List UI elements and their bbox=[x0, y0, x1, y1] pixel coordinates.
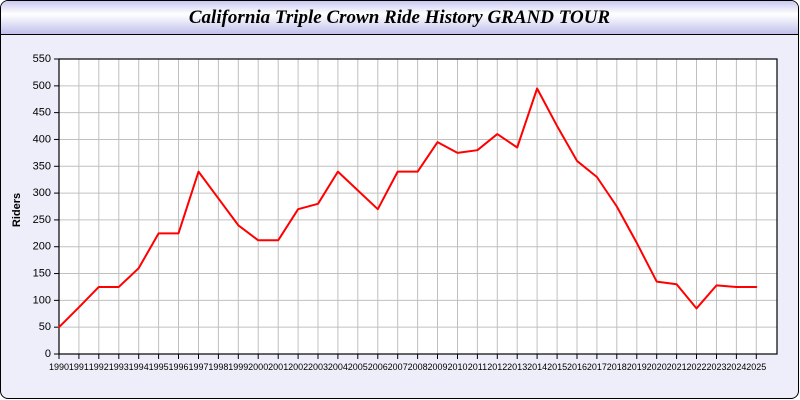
svg-text:2016: 2016 bbox=[567, 362, 587, 372]
svg-text:1997: 1997 bbox=[188, 362, 208, 372]
svg-text:2024: 2024 bbox=[726, 362, 746, 372]
svg-text:2012: 2012 bbox=[487, 362, 507, 372]
svg-text:200: 200 bbox=[33, 241, 51, 253]
svg-text:550: 550 bbox=[33, 53, 51, 65]
svg-text:1991: 1991 bbox=[69, 362, 89, 372]
svg-text:250: 250 bbox=[33, 214, 51, 226]
svg-text:400: 400 bbox=[33, 134, 51, 146]
svg-text:350: 350 bbox=[33, 160, 51, 172]
svg-text:2001: 2001 bbox=[268, 362, 288, 372]
svg-text:2025: 2025 bbox=[746, 362, 766, 372]
svg-text:1999: 1999 bbox=[228, 362, 248, 372]
svg-text:1998: 1998 bbox=[208, 362, 228, 372]
svg-text:2010: 2010 bbox=[447, 362, 467, 372]
svg-text:1996: 1996 bbox=[168, 362, 188, 372]
svg-text:300: 300 bbox=[33, 187, 51, 199]
svg-text:2002: 2002 bbox=[288, 362, 308, 372]
svg-text:2009: 2009 bbox=[427, 362, 447, 372]
svg-text:2003: 2003 bbox=[308, 362, 328, 372]
svg-text:50: 50 bbox=[39, 321, 51, 333]
svg-text:2008: 2008 bbox=[408, 362, 428, 372]
svg-text:2018: 2018 bbox=[607, 362, 627, 372]
svg-text:1992: 1992 bbox=[89, 362, 109, 372]
svg-text:1995: 1995 bbox=[149, 362, 169, 372]
svg-text:2004: 2004 bbox=[328, 362, 348, 372]
svg-text:2019: 2019 bbox=[627, 362, 647, 372]
svg-text:2020: 2020 bbox=[647, 362, 667, 372]
svg-text:2000: 2000 bbox=[248, 362, 268, 372]
svg-text:1990: 1990 bbox=[49, 362, 69, 372]
svg-text:1993: 1993 bbox=[109, 362, 129, 372]
svg-text:2005: 2005 bbox=[348, 362, 368, 372]
svg-text:2013: 2013 bbox=[507, 362, 527, 372]
svg-text:2023: 2023 bbox=[706, 362, 726, 372]
svg-text:2021: 2021 bbox=[667, 362, 687, 372]
svg-text:2014: 2014 bbox=[527, 362, 547, 372]
svg-text:2015: 2015 bbox=[547, 362, 567, 372]
svg-text:100: 100 bbox=[33, 294, 51, 306]
svg-text:2022: 2022 bbox=[686, 362, 706, 372]
svg-text:2011: 2011 bbox=[468, 362, 487, 372]
svg-text:500: 500 bbox=[33, 80, 51, 92]
svg-text:0: 0 bbox=[45, 348, 51, 360]
svg-text:2006: 2006 bbox=[368, 362, 388, 372]
svg-text:2007: 2007 bbox=[388, 362, 408, 372]
svg-text:1994: 1994 bbox=[129, 362, 149, 372]
svg-text:450: 450 bbox=[33, 107, 51, 119]
svg-text:150: 150 bbox=[33, 268, 51, 280]
svg-text:2017: 2017 bbox=[587, 362, 607, 372]
